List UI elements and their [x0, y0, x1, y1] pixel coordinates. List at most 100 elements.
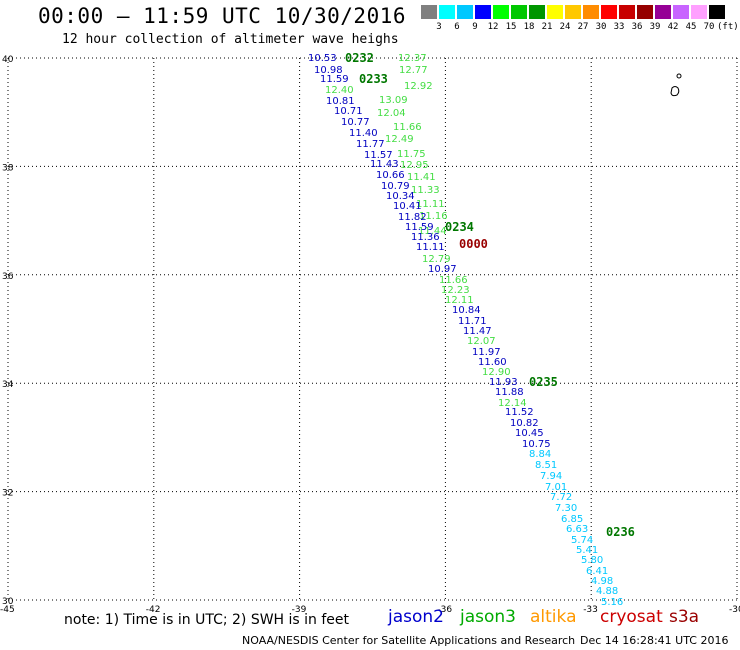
legend-altika: altika: [530, 607, 577, 627]
lat-tick-label: 40: [2, 55, 14, 65]
swh-value-label: 4.88: [596, 586, 618, 597]
swh-value-label: 10.53: [308, 53, 337, 64]
note-text: note: 1) Time is in UTC; 2) SWH is in fe…: [64, 612, 350, 628]
colorbar-swatch: [601, 5, 617, 19]
colorbar-swatch: [565, 5, 581, 19]
swh-value-label: 10.77: [341, 117, 370, 128]
island-outline: [670, 73, 682, 97]
legend-s3a-label: s3a: [669, 607, 700, 627]
swh-value-label: 7.01: [545, 482, 567, 493]
colorbar-swatch: [457, 5, 473, 19]
lat-tick-label: 34: [2, 380, 14, 390]
legend-jason3: jason3: [460, 607, 516, 627]
swh-value-label: 11.40: [349, 128, 378, 139]
colorbar-label: 18: [523, 22, 535, 32]
colorbar-label: 36: [631, 22, 643, 32]
swh-value-label: 5.41: [576, 545, 598, 556]
swh-value-label: 12.77: [399, 65, 428, 76]
colorbar-label: 39: [649, 22, 661, 32]
legend-cryosat-label: cryosat: [600, 607, 663, 627]
swh-value-label: 6.41: [586, 566, 608, 577]
swh-value-label: 10.41: [393, 201, 422, 212]
legend-jason2: jason2: [388, 607, 444, 627]
colorbar-label: 24: [559, 22, 571, 32]
swh-value-label: 10.82: [510, 418, 539, 429]
lat-tick-label: 30: [2, 597, 14, 607]
swh-value-label: 10.97: [428, 264, 457, 275]
legend-jason2-label: jason2: [388, 607, 444, 627]
swh-value-label: 11.57: [364, 150, 393, 161]
swh-value-label: 12.40: [325, 85, 354, 96]
swh-value-label: 12.04: [377, 108, 406, 119]
swh-value-label: 11.71: [458, 316, 487, 327]
swh-value-label: 5.16: [601, 597, 623, 608]
page-subtitle: 12 hour collection of altimeter wave hei…: [62, 32, 399, 47]
lon-tick-label: -36: [437, 605, 452, 615]
colorbar-swatch: [529, 5, 545, 19]
swh-value-label: 11.11: [416, 242, 445, 253]
swh-value-label: 11.43: [370, 159, 399, 170]
colorbar-swatch: [439, 5, 455, 19]
legend-cryosat: cryosat: [600, 607, 663, 627]
colorbar-label: 9: [472, 22, 478, 32]
lon-tick-label: -42: [146, 605, 161, 615]
swh-value-label: 11.75: [397, 149, 426, 160]
colorbar-swatch: [655, 5, 671, 19]
colorbar-swatch: [637, 5, 653, 19]
colorbar-swatch: [547, 5, 563, 19]
legend-jason3-label: jason3: [460, 607, 516, 627]
pass-time-label: 0233: [359, 72, 388, 86]
swh-value-label: 11.36: [411, 232, 440, 243]
swh-value-label: 7.72: [550, 492, 572, 503]
colorbar-label: 21: [541, 22, 553, 32]
swh-value-label: 10.98: [314, 65, 343, 76]
colorbar-swatch: [475, 5, 491, 19]
lat-tick-label: 32: [2, 489, 13, 499]
colorbar-label: 45: [685, 22, 697, 32]
lon-tick-label: -30: [729, 605, 740, 615]
page-title: 00:00 – 11:59 UTC 10/30/2016: [38, 4, 407, 28]
colorbar-swatch: [421, 5, 437, 19]
colorbar-swatch: [511, 5, 527, 19]
lon-tick-label: -33: [583, 605, 598, 615]
swh-value-label: 11.82: [398, 212, 427, 223]
pass-time-label: 0000: [459, 237, 488, 251]
swh-value-label: 11.97: [472, 347, 501, 358]
footer-credit: NOAA/NESDIS Center for Satellite Applica…: [242, 634, 576, 647]
swh-value-label: 12.95: [400, 160, 429, 171]
map-grid: [7, 57, 738, 601]
colorbar-unit: (ft): [717, 22, 739, 32]
swh-value-label: 8.84: [529, 449, 551, 460]
swh-value-label: 12.11: [445, 295, 474, 306]
pass-time-label: 0235: [529, 375, 558, 389]
colorbar-swatch: [709, 5, 725, 19]
lat-tick-label: 38: [2, 163, 14, 173]
axis-ticks: -45 -42 -39 -36 -33 -30 40 38 36 34 32 30: [0, 55, 740, 615]
colorbar-label: 3: [436, 22, 442, 32]
legend-altika-label: altika: [530, 607, 577, 627]
swh-value-label: 12.23: [441, 285, 470, 296]
colorbar-label: 27: [577, 22, 589, 32]
swh-value-label: 11.93: [489, 377, 518, 388]
swh-value-label: 13.09: [379, 95, 408, 106]
colorbar-swatch: [493, 5, 509, 19]
swh-value-label: 10.84: [452, 305, 481, 316]
swh-value-label: 10.45: [515, 428, 544, 439]
swh-value-label: 6.85: [561, 514, 583, 525]
colorbar-label: 70: [703, 22, 715, 32]
colorbar-label: 12: [487, 22, 499, 32]
swh-value-label: 11.66: [439, 275, 468, 286]
swh-value-label: 10.66: [376, 170, 405, 181]
lat-tick-label: 36: [2, 272, 14, 282]
footer-timestamp: Dec 14 16:28:41 UTC 2016: [580, 634, 729, 647]
colorbar-swatch: [619, 5, 635, 19]
swh-value-label: 10.75: [522, 439, 551, 450]
swh-value-label: 7.94: [540, 471, 562, 482]
lon-tick-label: -39: [292, 605, 307, 615]
pass-time-label: 0232: [345, 51, 374, 65]
swh-value-label: 11.60: [478, 357, 507, 368]
swh-value-label: 11.16: [419, 211, 448, 222]
swh-value-label: 11.66: [393, 122, 422, 133]
swh-value-label: 11.47: [463, 326, 492, 337]
colorbar-label: 15: [505, 22, 517, 32]
